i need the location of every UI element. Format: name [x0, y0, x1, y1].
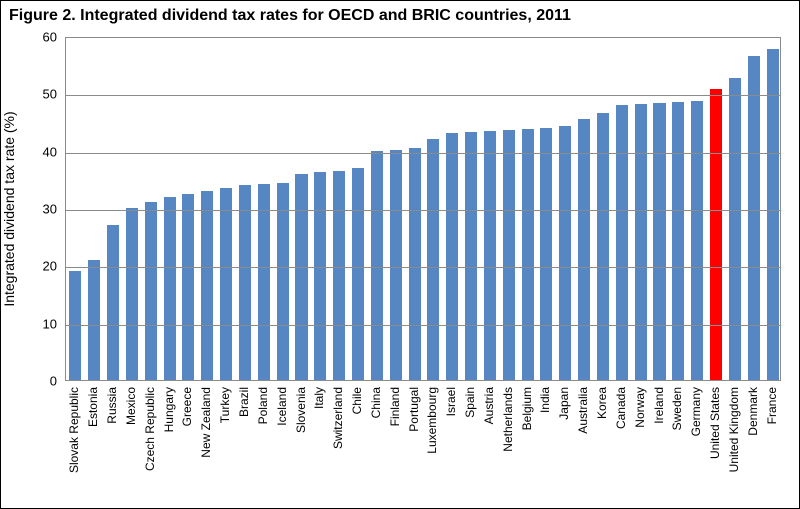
x-tick-label: Luxembourg	[425, 387, 439, 454]
bar	[314, 172, 326, 380]
bar	[484, 131, 496, 380]
x-tick-label: Turkey	[218, 387, 232, 423]
bar	[164, 197, 176, 380]
bar	[371, 151, 383, 380]
x-tick-label: Ireland	[652, 387, 666, 424]
x-tick-label: India	[538, 387, 552, 413]
bar	[107, 225, 119, 380]
x-tick-label: Netherlands	[501, 387, 515, 452]
grid-line	[66, 153, 780, 154]
bar	[220, 188, 232, 380]
bar	[653, 103, 665, 380]
x-tick-label: New Zealand	[199, 387, 213, 458]
bar	[503, 130, 515, 380]
plot-area	[65, 37, 781, 381]
x-tick-label: Slovak Republic	[67, 387, 81, 473]
y-tick-label: 60	[27, 30, 57, 45]
x-tick-label: Mexico	[124, 387, 138, 425]
x-tick-label: Greece	[180, 387, 194, 426]
bar	[616, 105, 628, 380]
bar	[182, 194, 194, 380]
bar	[710, 89, 722, 380]
bar	[258, 184, 270, 380]
x-tick-label: Italy	[312, 387, 326, 409]
bar	[767, 49, 779, 380]
bar	[691, 101, 703, 380]
x-tick-label: Finland	[388, 387, 402, 426]
x-tick-label: Australia	[576, 387, 590, 434]
x-tick-label: Switzerland	[331, 387, 345, 449]
x-tick-label: Poland	[256, 387, 270, 424]
x-tick-label: United Kingdom	[727, 387, 741, 472]
bar	[559, 126, 571, 380]
bar	[333, 171, 345, 380]
x-tick-label: Israel	[444, 387, 458, 416]
x-tick-label: Germany	[689, 387, 703, 436]
x-tick-label: Russia	[105, 387, 119, 424]
grid-line	[66, 95, 780, 96]
bar	[465, 132, 477, 380]
x-tick-label: Portugal	[407, 387, 421, 432]
y-tick-label: 30	[27, 202, 57, 217]
x-tick-label: Slovenia	[294, 387, 308, 433]
x-tick-label: Korea	[595, 387, 609, 419]
grid-line	[66, 325, 780, 326]
x-tick-label: Norway	[633, 387, 647, 428]
bar	[352, 168, 364, 380]
y-tick-label: 50	[27, 87, 57, 102]
x-tick-label: Iceland	[275, 387, 289, 426]
x-tick-label: Canada	[614, 387, 628, 429]
bar	[446, 133, 458, 380]
y-tick-label: 0	[27, 374, 57, 389]
x-tick-label: Chile	[350, 387, 364, 414]
bar	[390, 150, 402, 380]
y-tick-label: 10	[27, 316, 57, 331]
x-tick-label: Austria	[482, 387, 496, 424]
bar	[672, 102, 684, 380]
bar	[145, 202, 157, 380]
bar	[409, 148, 421, 380]
bar	[88, 260, 100, 380]
bar	[522, 129, 534, 380]
x-axis-labels: Slovak Republic Estonia Russia Mexico Czech …	[65, 383, 781, 503]
bars-layer	[66, 38, 780, 380]
bar	[635, 104, 647, 380]
x-tick-label: Belgium	[520, 387, 534, 430]
y-tick-label: 40	[27, 144, 57, 159]
figure-title: Figure 2. Integrated dividend tax rates …	[9, 7, 571, 25]
bar	[729, 78, 741, 380]
x-tick-label: Hungary	[162, 387, 176, 432]
x-tick-label: Estonia	[86, 387, 100, 427]
x-tick-label: France	[765, 387, 779, 424]
x-tick-label: Denmark	[746, 387, 760, 436]
y-axis-label: Integrated dividend tax rate (%)	[1, 111, 17, 306]
y-tick-label: 20	[27, 259, 57, 274]
bar	[295, 174, 307, 380]
x-tick-label: Japan	[557, 387, 571, 420]
x-tick-label: Spain	[463, 387, 477, 418]
bar	[540, 128, 552, 380]
bar	[277, 183, 289, 380]
x-tick-label: China	[369, 387, 383, 418]
x-tick-label: Sweden	[670, 387, 684, 430]
figure-container: Figure 2. Integrated dividend tax rates …	[0, 0, 800, 509]
x-tick-label: Czech Republic	[143, 387, 157, 471]
bar	[748, 56, 760, 380]
bar	[578, 119, 590, 380]
bar	[201, 191, 213, 380]
grid-line	[66, 267, 780, 268]
grid-line	[66, 210, 780, 211]
x-tick-label: United States	[708, 387, 722, 459]
bar	[427, 139, 439, 380]
bar	[239, 185, 251, 380]
x-tick-label: Brazil	[237, 387, 251, 417]
bar	[126, 208, 138, 380]
